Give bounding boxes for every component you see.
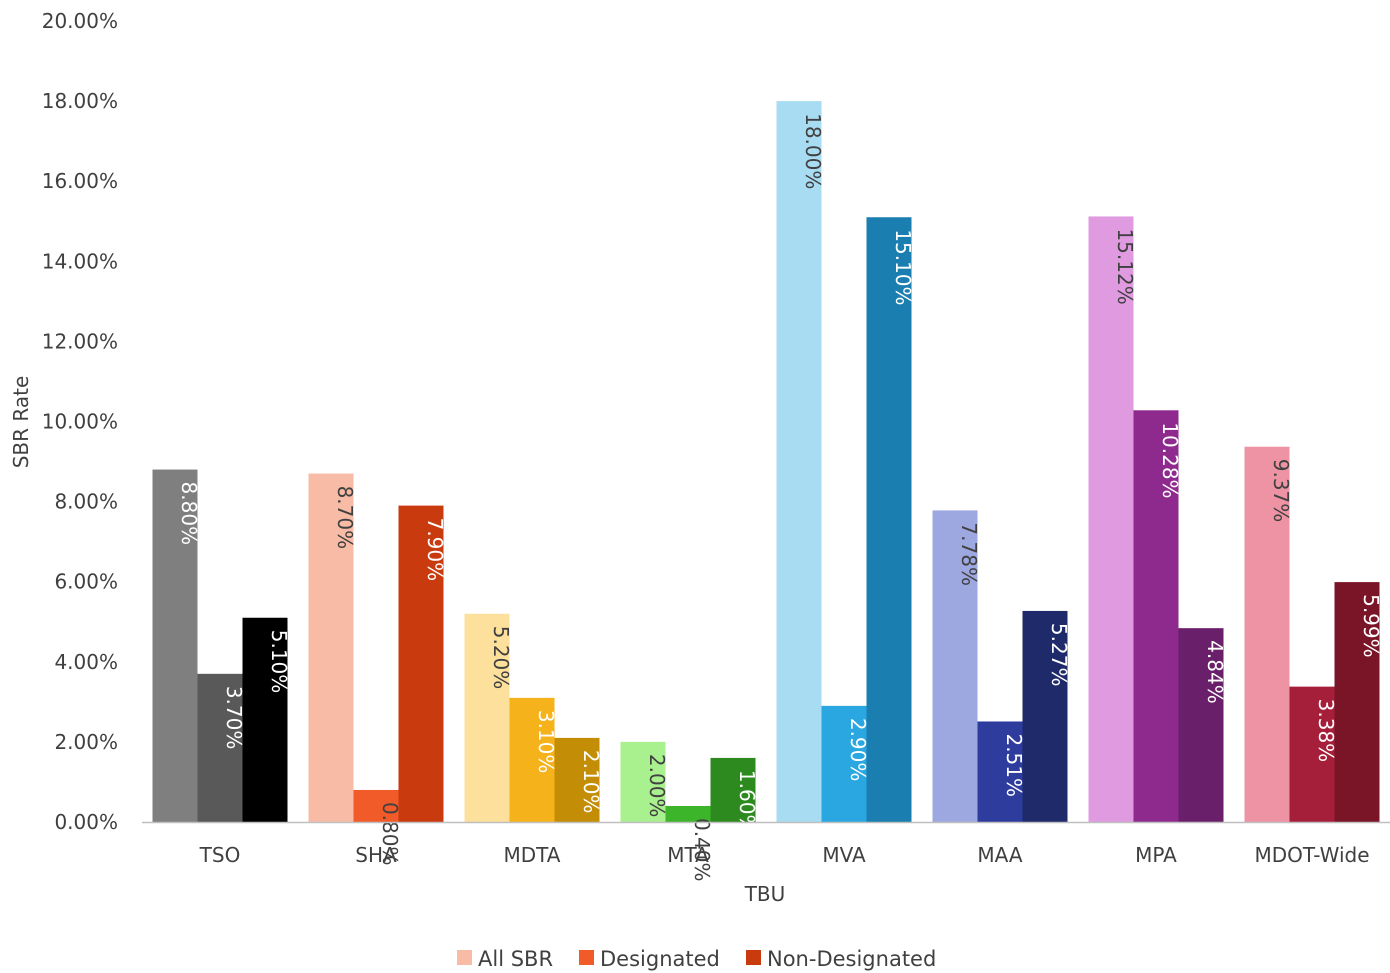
bar-data-label: 5.10% [267,630,291,694]
legend: All SBR Designated Non-Designated [457,947,936,971]
bar [1178,628,1224,822]
bar [464,613,510,822]
bar-data-label: 0.40% [690,818,714,882]
bar-data-label: 18.00% [801,113,825,189]
x-tick-label: SHA [355,843,397,867]
x-tick-label: TSO [199,843,241,867]
bar-data-label: 1.60% [735,770,759,834]
bar [152,469,198,822]
bar [620,741,666,822]
bar-data-label: 8.70% [333,486,357,550]
bar-data-label: 5.99% [1359,594,1383,658]
y-tick-label: 20.00% [42,9,118,33]
x-tick-label: MAA [977,843,1022,867]
bar [1022,610,1068,822]
y-tick-label: 10.00% [42,410,118,434]
legend-swatch [579,950,594,965]
bar [242,617,288,822]
x-tick-label: MTA [667,843,709,867]
y-tick-label: 12.00% [42,329,118,353]
legend-swatch [457,950,472,965]
bar-data-label: 10.28% [1158,422,1182,498]
bar-data-label: 15.12% [1113,228,1137,304]
bar [509,697,555,822]
y-tick-label: 14.00% [42,249,118,273]
legend-label: Designated [600,947,720,971]
bar-data-labels: 8.80% 3.70% 5.10% 8.70% 0.80% 7.90% 5.20% 3.10%… [177,113,1383,881]
bar-data-label: 9.37% [1269,459,1293,523]
bar-data-label: 2.90% [846,718,870,782]
y-tick-label: 4.00% [54,650,118,674]
bar-data-label: 3.10% [534,710,558,774]
bar [821,705,867,822]
bar-data-label: 8.80% [177,482,201,546]
legend-label: All SBR [478,947,553,971]
bar-data-label: 5.27% [1047,623,1071,687]
y-tick-label: 16.00% [42,169,118,193]
x-tick-label: MDOT-Wide [1254,843,1369,867]
x-tick-label: MPA [1135,843,1177,867]
bar-data-label: 3.38% [1314,699,1338,763]
bar [1289,686,1335,822]
bar [977,721,1023,822]
bar-data-label: 2.10% [579,750,603,814]
bar [710,757,756,822]
y-tick-label: 0.00% [54,810,118,834]
bar-data-label: 5.20% [489,626,513,690]
bar [1244,446,1290,822]
bar [308,473,354,822]
bar-data-label: 3.70% [222,686,246,750]
bar [554,737,600,822]
y-tick-label: 6.00% [54,570,118,594]
y-tick-label: 18.00% [42,89,118,113]
legend-swatch [746,950,761,965]
bar [197,673,243,822]
bar-data-label: 2.51% [1002,733,1026,797]
bar-data-label: 7.78% [957,522,981,586]
bar [1088,216,1134,823]
bar [398,505,444,822]
bar [932,510,978,822]
x-axis-title: TBU [744,882,786,906]
bar [866,217,912,822]
y-axis-ticks: 0.00% 2.00% 4.00% 6.00% 8.00% 10.00% 12.00% 14.… [42,9,118,834]
bar [776,101,822,823]
x-tick-label: MDTA [503,843,560,867]
bars [152,101,1380,823]
x-tick-label: MVA [822,843,866,867]
bar-data-label: 0.80% [378,802,402,866]
y-tick-label: 8.00% [54,490,118,514]
bar-data-label: 7.90% [423,518,447,582]
x-axis-ticks: TSO SHA MDTA MTA MVA MAA MPA MDOT-Wide [199,843,1370,867]
y-axis-title: SBR Rate [9,376,33,469]
bar [1133,410,1179,822]
legend-label: Non-Designated [767,947,936,971]
bar-data-label: 4.84% [1203,640,1227,704]
bar-data-label: 2.00% [645,754,669,818]
bar-data-label: 15.10% [891,229,915,305]
y-tick-label: 2.00% [54,730,118,754]
bar [665,805,711,822]
bar [353,789,399,822]
bar [1334,582,1380,822]
